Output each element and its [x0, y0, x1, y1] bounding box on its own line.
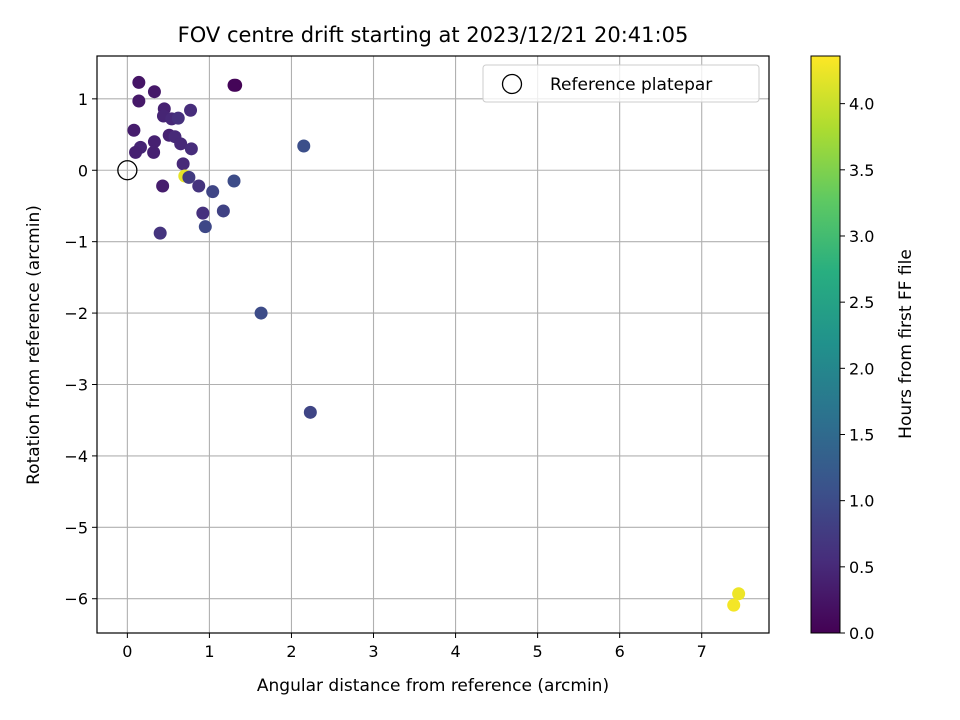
y-tick-label: −2 — [64, 304, 88, 323]
y-tick-label: −3 — [64, 375, 88, 394]
scatter-point — [184, 103, 198, 117]
x-gridlines — [126, 56, 703, 633]
scatter-point — [176, 157, 190, 171]
scatter-point — [174, 137, 188, 151]
scatter-point — [198, 220, 212, 234]
x-tick-label: 4 — [450, 642, 460, 661]
scatter-point — [147, 145, 161, 159]
colorbar-tick-label: 4.0 — [849, 95, 874, 114]
x-axis-label: Angular distance from reference (arcmin) — [257, 676, 609, 696]
colorbar-tick-label: 0.5 — [849, 558, 874, 577]
scatter-point — [147, 135, 161, 149]
scatter-point — [727, 598, 741, 612]
scatter-point — [227, 174, 241, 188]
legend-entry-reference: Reference platepar — [550, 75, 712, 95]
legend: Reference platepar — [482, 64, 760, 103]
legend-reference-marker — [501, 73, 523, 95]
scatter-point — [182, 170, 196, 184]
scatter-point — [303, 405, 317, 419]
colorbar-tick-label: 3.0 — [849, 227, 874, 246]
reference-platepar-marker — [117, 160, 138, 181]
x-tick-label: 6 — [615, 642, 625, 661]
scatter-point — [129, 145, 143, 159]
x-tick-label: 7 — [697, 642, 707, 661]
colorbar-gradient — [811, 56, 840, 633]
colorbar-tick-label: 1.0 — [849, 492, 874, 511]
plot-frame — [96, 55, 770, 634]
scatter-point — [227, 78, 241, 92]
y-axis-label: Rotation from reference (arcmin) — [24, 205, 44, 485]
colorbar-ticks: 0.0 0.5 1.0 1.5 2.0 2.5 3.0 3.5 4.0 — [840, 95, 874, 643]
colorbar-label: Hours from first FF file — [896, 249, 916, 439]
y-axis-ticks: 1 0 −1 −2 −3 −4 −5 −6 — [64, 90, 97, 609]
x-tick-label: 5 — [533, 642, 543, 661]
chart-title: FOV centre drift starting at 2023/12/21 … — [178, 23, 689, 47]
colorbar-tick-label: 3.5 — [849, 161, 874, 180]
scatter-point — [153, 226, 167, 240]
scatter-point — [732, 587, 746, 601]
colorbar-tick-label: 1.5 — [849, 425, 874, 444]
colorbar-tick-label: 2.0 — [849, 359, 874, 378]
reference-marker-group — [117, 160, 138, 181]
scatter-point — [192, 179, 206, 193]
y-tick-label: 1 — [78, 90, 88, 109]
scatter-point — [206, 185, 220, 199]
scatter-point — [297, 139, 311, 153]
scatter-point — [216, 204, 230, 218]
colorbar-frame — [810, 55, 841, 634]
y-tick-label: −4 — [64, 447, 88, 466]
scatter-point — [132, 75, 146, 89]
scatter-point — [132, 94, 146, 108]
y-tick-label: 0 — [78, 161, 88, 180]
colorbar-tick-label: 0.0 — [849, 624, 874, 643]
x-tick-label: 3 — [368, 642, 378, 661]
y-tick-label: −5 — [64, 518, 88, 537]
colorbar-tick-label: 2.5 — [849, 293, 874, 312]
scatter-point — [127, 123, 141, 137]
scatter-point — [254, 306, 268, 320]
y-tick-label: −6 — [64, 590, 88, 609]
x-tick-label: 0 — [122, 642, 132, 661]
scatter-point — [147, 85, 161, 99]
y-tick-label: −1 — [64, 233, 88, 252]
x-tick-label: 1 — [204, 642, 214, 661]
scatter-point — [184, 142, 198, 156]
x-tick-label: 2 — [286, 642, 296, 661]
scatter-point — [156, 179, 170, 193]
scatter-point — [171, 111, 185, 125]
y-gridlines — [97, 98, 769, 600]
scatter-points — [127, 75, 746, 612]
x-axis-ticks: 0 1 2 3 4 5 6 7 — [122, 633, 707, 661]
scatter-point — [196, 206, 210, 220]
colorbar: 0.0 0.5 1.0 1.5 2.0 2.5 3.0 3.5 4.0 Hours from f… — [810, 55, 916, 643]
legend-box — [482, 64, 760, 103]
